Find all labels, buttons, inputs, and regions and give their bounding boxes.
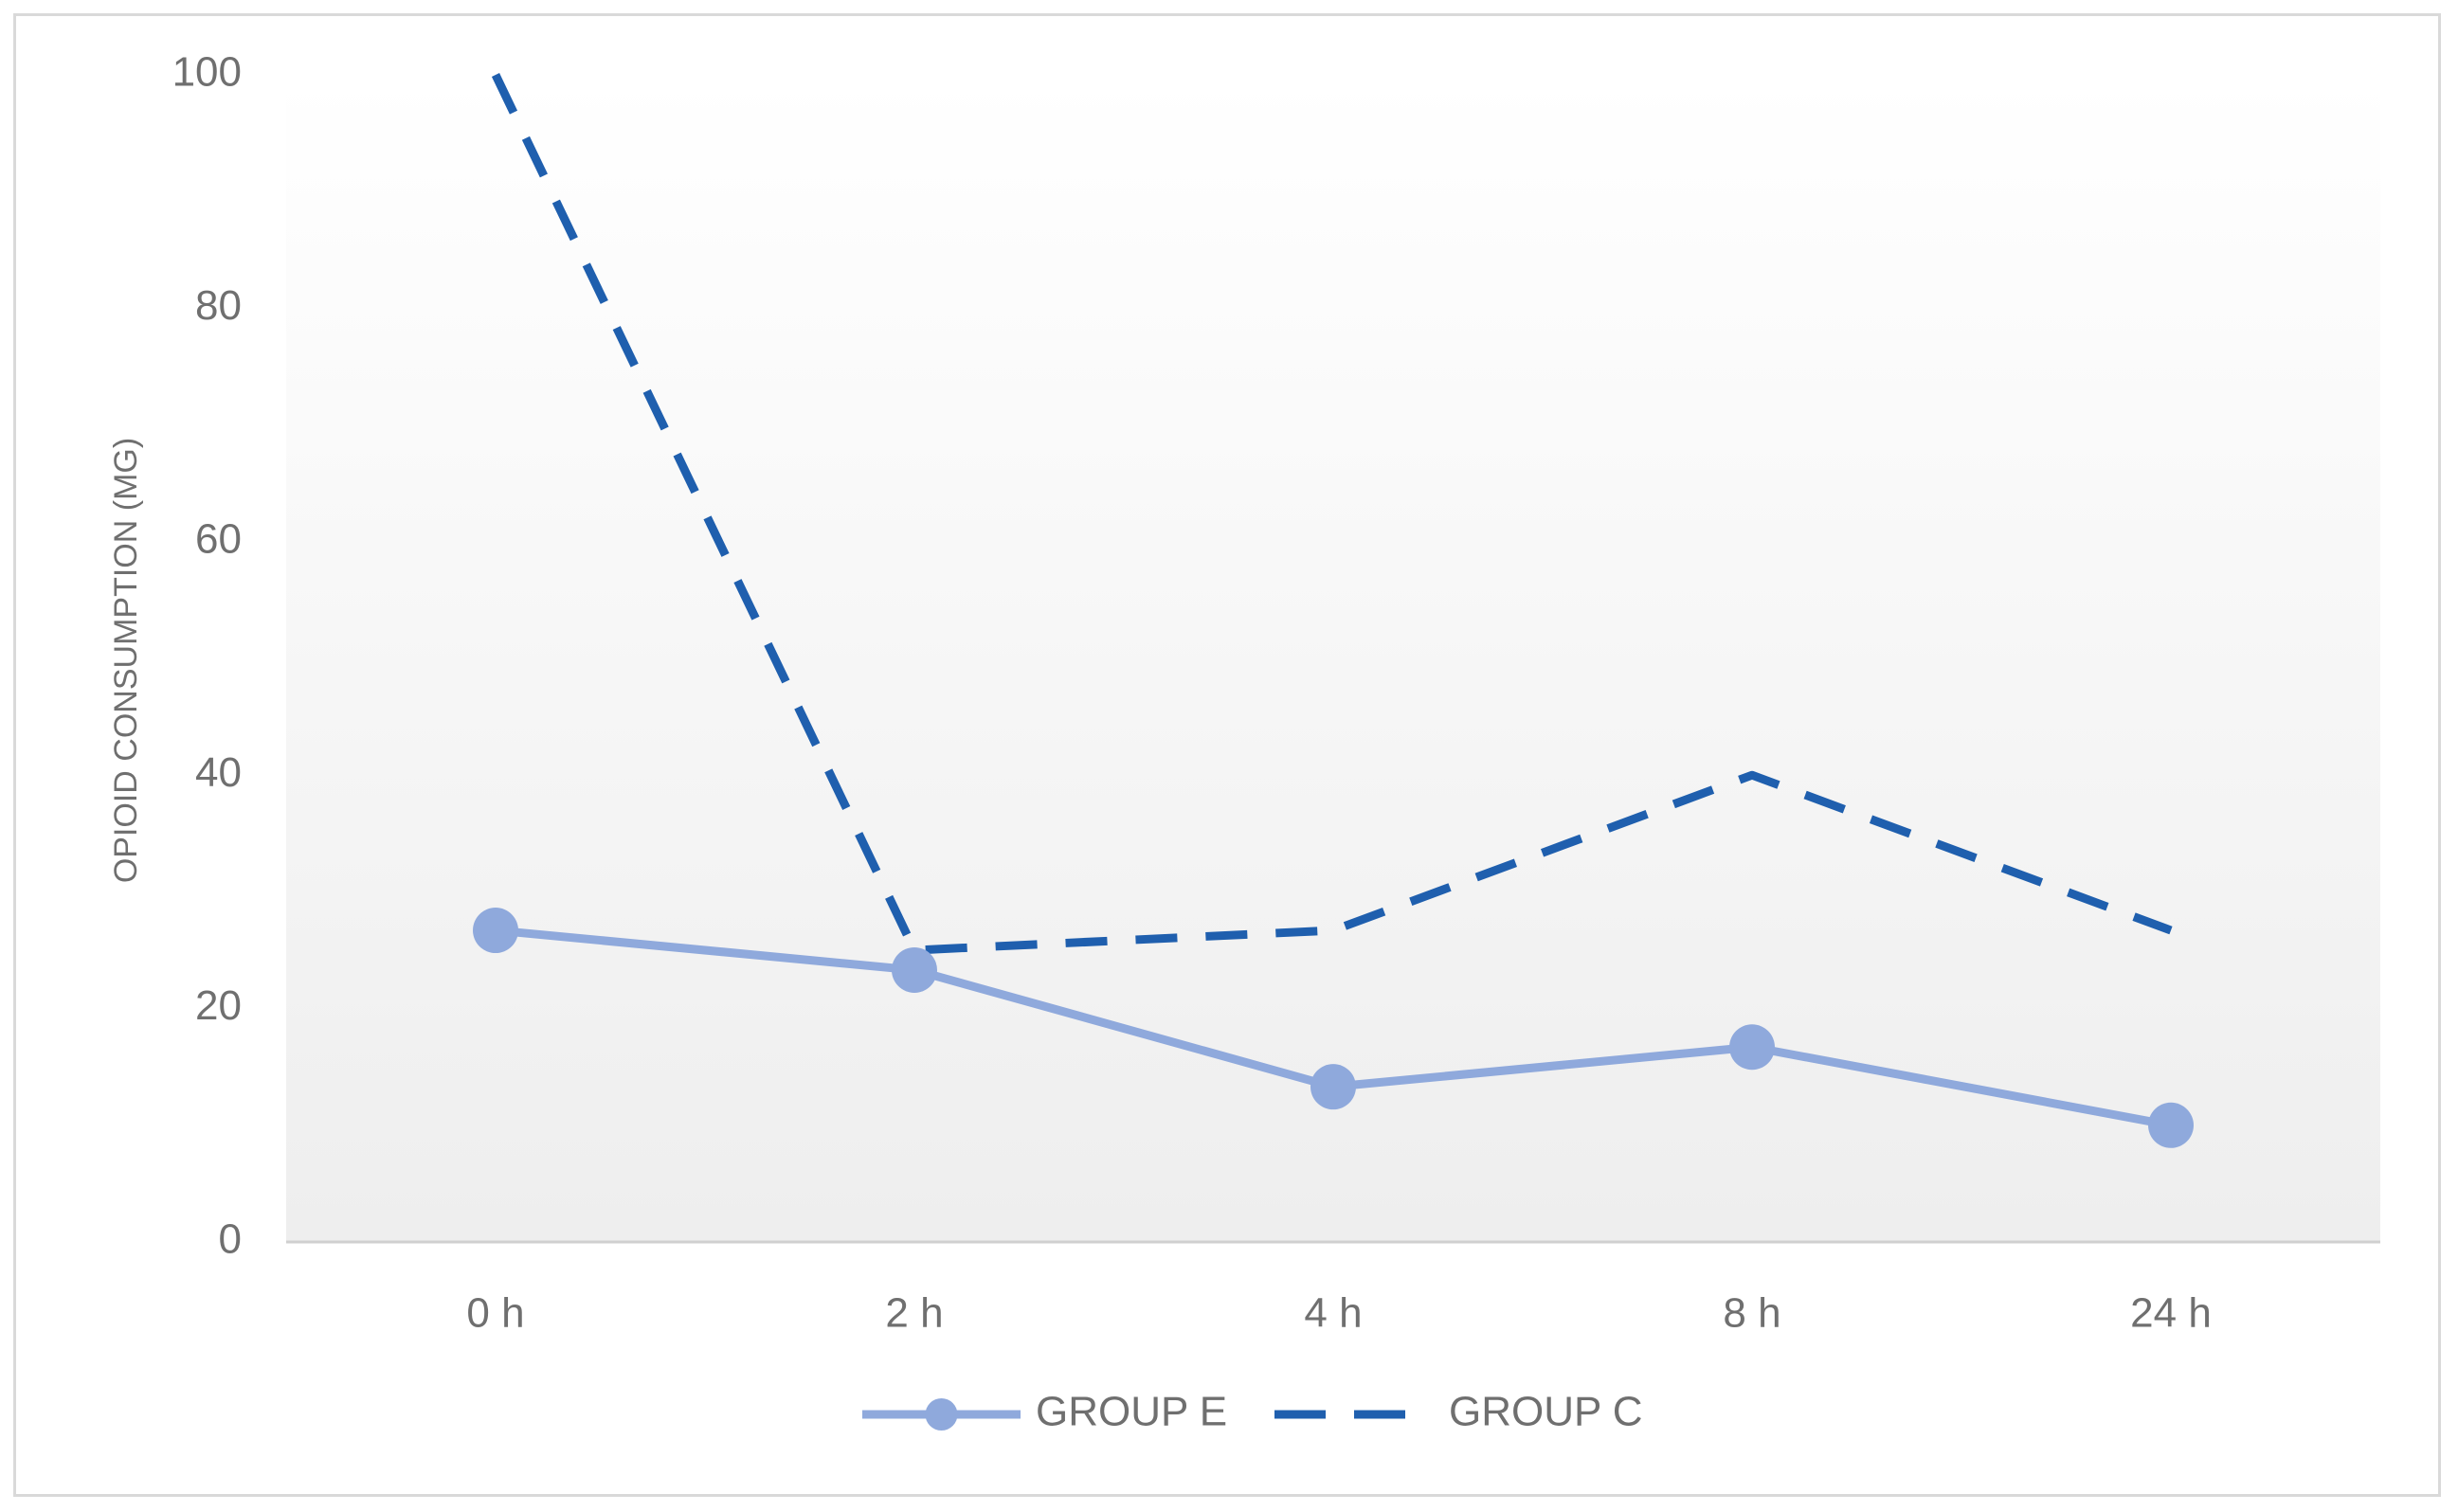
legend-label-group-e: GROUP E [1036,1389,1227,1435]
series-line-group-c [491,73,2173,955]
data-point-group-e [1729,1024,1775,1071]
data-point-group-e [473,908,518,954]
y-axis-ticks: 0 20 40 60 80 100 [172,49,242,1263]
y-axis-title: OPIOID CONSUMPTION (MG) [108,438,144,883]
y-tick-label: 0 [219,1216,242,1263]
y-tick-label: 100 [172,49,242,96]
legend-label-group-c: GROUP C [1449,1389,1643,1435]
legend-marker-group-e [925,1398,958,1431]
x-tick-label: 24 h [2130,1290,2212,1337]
x-tick-label: 0 h [466,1290,524,1337]
y-tick-label: 80 [195,282,242,329]
chart-frame: 0 20 40 60 80 100 0 h 2 h 4 h 8 h 24 h OPIOID CON… [13,13,2441,1497]
legend: GROUP E GROUP C [862,1389,1643,1435]
y-tick-label: 60 [195,515,242,562]
series-layer [473,73,2194,1148]
plot-area-background [286,75,2380,1242]
y-tick-label: 40 [195,749,242,796]
data-point-group-e [892,946,937,993]
x-tick-label: 2 h [885,1290,943,1337]
x-tick-label: 4 h [1304,1290,1362,1337]
y-tick-label: 20 [195,982,242,1029]
x-tick-label: 8 h [1723,1290,1780,1337]
x-axis-ticks: 0 h 2 h 4 h 8 h 24 h [466,1290,2211,1337]
data-point-group-e [2148,1102,2194,1148]
chart-svg: 0 20 40 60 80 100 0 h 2 h 4 h 8 h 24 h OPIOID CON… [108,49,2380,1435]
data-point-group-e [1310,1064,1356,1110]
